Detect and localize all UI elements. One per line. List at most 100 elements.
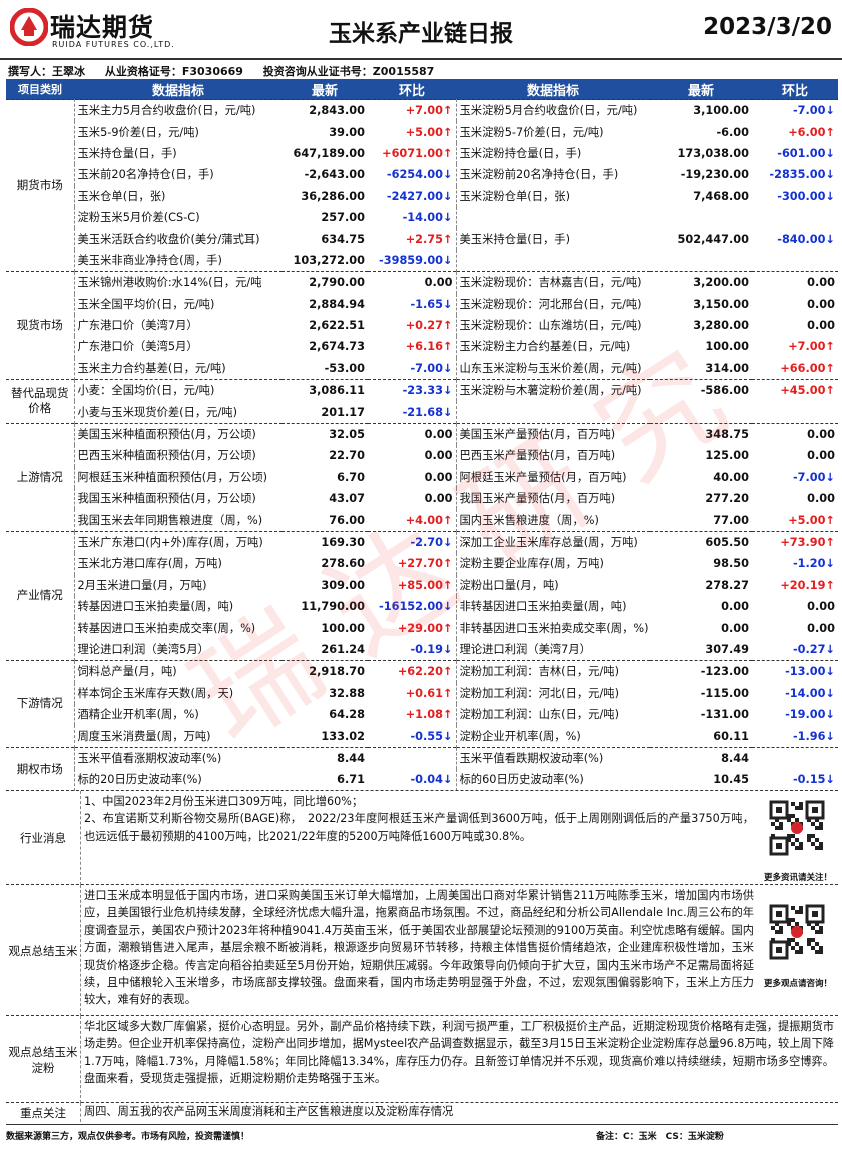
indicator: 我国玉米产量预估(月，百万吨) (459, 492, 616, 506)
qualification: 从业资格证号：F3030669 (104, 65, 243, 78)
column-header: 最新 (650, 79, 752, 100)
indicator: 淀粉加工利润：河北(日，元/吨) (459, 686, 619, 700)
category: 现货市场 (6, 271, 75, 380)
change-value: +62.20↑ (368, 660, 457, 683)
latest-value: -123.00 (650, 660, 752, 683)
indicator: 巴西玉米种植面积预估(月，万公顷) (77, 449, 256, 463)
latest-value: 257.00 (321, 211, 365, 225)
change-value: -19.00↓ (785, 708, 835, 722)
change-value: +6071.00↑ (368, 142, 457, 165)
change-value: +85.00↑ (368, 574, 457, 596)
change-value (752, 746, 838, 770)
indicator: 玉米仓单(日，张) (77, 189, 166, 203)
data-table: 项目类别 数据指标 最新 环比 数据指标 最新 环比 期货市场 玉米主力5月合约收盘价(日，元… (6, 79, 838, 791)
category: 替代品现货价格 (6, 379, 75, 424)
latest-value: -6.00 (716, 125, 749, 139)
change-value: -16152.00↓ (368, 595, 457, 618)
latest-value: 634.75 (321, 232, 365, 246)
indicator: 玉米持仓量(日，手) (77, 146, 177, 160)
indicator: 理论进口利润（美湾7月） (459, 642, 591, 656)
change-value (752, 401, 838, 423)
latest-value: 3,100.00 (650, 99, 752, 122)
change-value: 0.00 (368, 488, 457, 510)
latest-value: 173,038.00 (677, 146, 749, 160)
table-row: 玉米主力合约基差(日，元/吨) -53.00 -7.00↓ 山东玉米淀粉与玉米价差(周… (6, 357, 838, 380)
change-value: -840.00↓ (777, 232, 835, 246)
indicator: 淀粉主要企业库存(周，万吨) (459, 557, 604, 571)
latest-value: 3,086.11 (282, 379, 368, 402)
change-value: -1.65↓ (368, 293, 457, 315)
indicator: 酒精企业开机率(周，%) (77, 708, 199, 722)
indicator: 非转基因进口玉米拍卖量(周，吨) (459, 600, 627, 614)
change-value: -6254.00↓ (368, 164, 457, 186)
change-value: -1.96↓ (792, 729, 835, 743)
latest-value: -2,643.00 (304, 168, 365, 182)
change-value: 0.00 (368, 466, 457, 489)
indicator: 玉米淀粉现价：河北邢台(日，元/吨) (459, 297, 642, 311)
latest-value: 32.88 (329, 686, 365, 700)
change-value: -7.00↓ (792, 470, 835, 484)
latest-value: 0.00 (721, 600, 749, 614)
category: 期权市场 (6, 746, 75, 791)
table-row: 标的20日历史波动率(%) 6.71 -0.04↓ 标的60日历史波动率(%) 10.4… (6, 769, 838, 791)
latest-value: 201.17 (321, 405, 365, 419)
change-value: +7.00↑ (788, 340, 835, 354)
table-row: 玉米5-9价差(日，元/吨) 39.00 +5.00↑ 玉米淀粉5-7价差(日，元/吨… (6, 121, 838, 143)
paragraph: 进口玉米成本明显低于国内市场，进口采购美国玉米订单大幅增加，上周美国出口商对华累… (84, 889, 754, 1007)
paragraph: 2、布宜诺斯艾利斯谷物交易所(BAGE)称， 2022/23年度阿根廷玉米产量调… (84, 812, 754, 843)
qr-code (769, 904, 825, 960)
change-value: 0.00 (752, 422, 838, 446)
indicator: 玉米北方港口库存(周，万吨) (77, 557, 222, 571)
latest-value: 103,272.00 (293, 253, 365, 267)
change-value: -13.00↓ (752, 660, 838, 683)
table-row: 酒精企业开机率(周，%) 64.28 +1.08↑ 淀粉加工利润：山东(日，元/吨) -… (6, 703, 838, 726)
table-row: 阿根廷玉米种植面积预估(月，万公顷) 6.70 0.00 阿根廷玉米产量预估(月，百万… (6, 466, 838, 489)
latest-value: 307.49 (705, 642, 749, 656)
indicator: 玉米广东港口(内+外)库存(周，万吨) (74, 530, 282, 554)
change-value: -601.00↓ (777, 146, 835, 160)
change-value: +5.00↑ (368, 121, 457, 143)
table-row: 美玉米活跃合约收盘价(美分/蒲式耳) 634.75 +2.75↑ 美玉米持仓量(日，手… (6, 228, 838, 250)
latest-value: 605.50 (650, 530, 752, 554)
note-text: 1、中国2023年2月份玉米进口309万吨，同比增60%； 2、布宜诺斯艾利斯谷物… (84, 793, 754, 845)
change-value: 0.00 (752, 271, 838, 294)
indicator: 玉米淀粉5-7价差(日，元/吨) (459, 125, 604, 139)
table-row: 样本饲企玉米库存天数(周，天) 32.88 +0.61↑ 淀粉加工利润：河北(日，元/… (6, 682, 838, 704)
indicator: 玉米前20名净持仓(日，手) (77, 168, 214, 182)
indicator: 淀粉企业开机率(周，%) (459, 729, 581, 743)
latest-value: 3,150.00 (693, 297, 749, 311)
change-value: -2.70↓ (368, 530, 457, 554)
logo (10, 8, 48, 46)
indicator: 玉米淀粉现价：吉林嘉吉(日，元/吨) (456, 271, 650, 294)
indicator: 美玉米非商业净持仓(周，手) (77, 253, 222, 267)
change-value: -1.20↓ (792, 557, 835, 571)
latest-value: 11,790.00 (301, 600, 365, 614)
paragraph: 1、中国2023年2月份玉米进口309万吨，同比增60%； (84, 795, 364, 808)
indicator: 玉米平值看涨期权波动率(%) (74, 746, 282, 770)
change-value: +2.75↑ (368, 228, 457, 250)
latest-value: 3,200.00 (650, 271, 752, 294)
note-text: 华北区域多大数厂库偏紧，挺价心态明显。另外，副产品价格持续下跌，利润亏损严重，工… (84, 1018, 834, 1088)
change-value: +0.27↑ (368, 314, 457, 337)
indicator: 美玉米持仓量(日，手) (459, 232, 571, 246)
latest-value: 100.00 (705, 340, 749, 354)
column-header: 环比 (368, 79, 456, 100)
table-row: 产业情况 玉米广东港口(内+外)库存(周，万吨) 169.30 -2.70↓ 深加工企业… (6, 530, 838, 661)
table-row: 玉米持仓量(日，手) 647,189.00 +6071.00↑ 玉米淀粉持仓量(日，手… (6, 142, 838, 165)
note-label: 观点总结玉米淀粉 (6, 1016, 81, 1103)
change-value: -14.00↓ (368, 206, 457, 229)
indicator: 深加工企业玉米库存总量(周，万吨) (456, 530, 650, 554)
indicator: 玉米主力合约基差(日，元/吨) (77, 361, 226, 375)
indicator (456, 207, 650, 228)
latest-value: -53.00 (324, 361, 365, 375)
indicator: 我国玉米种植面积预估(月，万公顷) (77, 492, 256, 506)
latest-value: 2,674.73 (309, 340, 365, 354)
latest-value: 2,918.70 (282, 660, 368, 683)
header: 瑞达期货 RUIDA FUTURES CO.,LTD. 玉米系产业链日报 202… (0, 0, 842, 60)
latest-value: 98.50 (713, 557, 749, 571)
change-value: 0.00 (807, 492, 835, 506)
table-row: 2月玉米进口量(月，万吨) 309.00 +85.00↑ 淀粉出口量(月，吨) 278.… (6, 574, 838, 596)
change-value: 0.00 (807, 319, 835, 333)
indicator: 2月玉米进口量(月，万吨) (77, 578, 207, 592)
